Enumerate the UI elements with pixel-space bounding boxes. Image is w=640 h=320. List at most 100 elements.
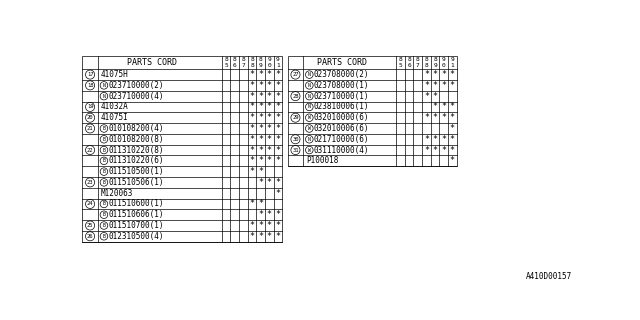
Text: 41075H: 41075H xyxy=(101,70,129,79)
Text: *: * xyxy=(250,92,255,101)
Text: 8: 8 xyxy=(233,57,237,62)
Text: *: * xyxy=(450,146,455,155)
Text: *: * xyxy=(258,81,263,90)
Text: M120063: M120063 xyxy=(101,189,133,198)
Text: *: * xyxy=(258,232,263,241)
Text: *: * xyxy=(250,156,255,165)
Text: 9: 9 xyxy=(268,57,271,62)
Text: B: B xyxy=(102,223,106,228)
Text: 023810006(1): 023810006(1) xyxy=(314,102,369,111)
Text: 011510600(1): 011510600(1) xyxy=(109,199,164,208)
Text: 011310220(6): 011310220(6) xyxy=(109,156,164,165)
Text: 023710000(4): 023710000(4) xyxy=(109,92,164,101)
Text: 17: 17 xyxy=(87,72,93,77)
Text: *: * xyxy=(424,113,429,122)
Text: *: * xyxy=(441,81,446,90)
Text: *: * xyxy=(450,124,455,133)
Text: *: * xyxy=(258,124,263,133)
Text: 26: 26 xyxy=(87,234,93,239)
Text: 8: 8 xyxy=(424,57,428,62)
Text: 6: 6 xyxy=(407,63,411,68)
Text: N: N xyxy=(102,83,106,88)
Text: *: * xyxy=(275,113,280,122)
Text: *: * xyxy=(433,146,438,155)
Text: 9: 9 xyxy=(451,57,454,62)
Text: B: B xyxy=(102,137,106,142)
Text: 8: 8 xyxy=(399,57,403,62)
Text: 032010000(6): 032010000(6) xyxy=(314,113,369,122)
Text: 011510500(1): 011510500(1) xyxy=(109,167,164,176)
Text: *: * xyxy=(267,156,272,165)
Text: *: * xyxy=(441,146,446,155)
Text: *: * xyxy=(275,135,280,144)
Text: *: * xyxy=(424,92,429,101)
Text: 0: 0 xyxy=(442,63,445,68)
Text: 7: 7 xyxy=(241,63,245,68)
Text: *: * xyxy=(250,146,255,155)
Text: *: * xyxy=(258,113,263,122)
Text: *: * xyxy=(275,70,280,79)
Text: *: * xyxy=(433,70,438,79)
Text: W: W xyxy=(308,148,311,153)
Text: *: * xyxy=(258,221,263,230)
Text: *: * xyxy=(267,113,272,122)
Text: 41032A: 41032A xyxy=(101,102,129,111)
Text: *: * xyxy=(267,232,272,241)
Text: B: B xyxy=(102,180,106,185)
Text: *: * xyxy=(450,102,455,111)
Text: N: N xyxy=(308,137,311,142)
Text: W: W xyxy=(308,115,311,120)
Text: *: * xyxy=(450,135,455,144)
Text: *: * xyxy=(433,81,438,90)
Text: *: * xyxy=(450,70,455,79)
Text: 25: 25 xyxy=(87,223,93,228)
Text: 9: 9 xyxy=(433,63,437,68)
Text: *: * xyxy=(424,81,429,90)
Text: 6: 6 xyxy=(233,63,237,68)
Text: *: * xyxy=(258,135,263,144)
Text: B: B xyxy=(102,126,106,131)
Text: PARTS CORD: PARTS CORD xyxy=(317,58,367,67)
Text: *: * xyxy=(275,124,280,133)
Text: *: * xyxy=(267,124,272,133)
Text: *: * xyxy=(250,81,255,90)
Text: 24: 24 xyxy=(87,202,93,206)
Text: 18: 18 xyxy=(87,83,93,88)
Text: *: * xyxy=(424,70,429,79)
Text: *: * xyxy=(258,156,263,165)
Text: *: * xyxy=(258,167,263,176)
Text: 19: 19 xyxy=(87,104,93,109)
Text: 21: 21 xyxy=(87,126,93,131)
Text: 8: 8 xyxy=(250,57,254,62)
Text: *: * xyxy=(450,113,455,122)
Text: 28: 28 xyxy=(292,94,299,99)
Text: *: * xyxy=(267,178,272,187)
Bar xyxy=(288,56,457,166)
Text: 23: 23 xyxy=(87,180,93,185)
Text: *: * xyxy=(275,232,280,241)
Text: 031110000(4): 031110000(4) xyxy=(314,146,369,155)
Text: 032010006(6): 032010006(6) xyxy=(314,124,369,133)
Text: 30: 30 xyxy=(292,137,299,142)
Text: *: * xyxy=(275,92,280,101)
Text: 9: 9 xyxy=(276,57,280,62)
Text: 20: 20 xyxy=(87,115,93,120)
Text: *: * xyxy=(250,70,255,79)
Text: *: * xyxy=(433,102,438,111)
Text: 023710000(1): 023710000(1) xyxy=(314,92,369,101)
Text: *: * xyxy=(250,167,255,176)
Text: B: B xyxy=(102,169,106,174)
Text: *: * xyxy=(258,102,263,111)
Text: *: * xyxy=(267,92,272,101)
Text: 010108200(8): 010108200(8) xyxy=(109,135,164,144)
Text: *: * xyxy=(433,113,438,122)
Text: *: * xyxy=(441,102,446,111)
Text: 8: 8 xyxy=(433,57,437,62)
Text: *: * xyxy=(275,81,280,90)
Text: *: * xyxy=(258,199,263,208)
Text: *: * xyxy=(450,81,455,90)
Text: 011310220(8): 011310220(8) xyxy=(109,146,164,155)
Text: *: * xyxy=(250,124,255,133)
Text: 023708000(2): 023708000(2) xyxy=(314,70,369,79)
Text: *: * xyxy=(250,232,255,241)
